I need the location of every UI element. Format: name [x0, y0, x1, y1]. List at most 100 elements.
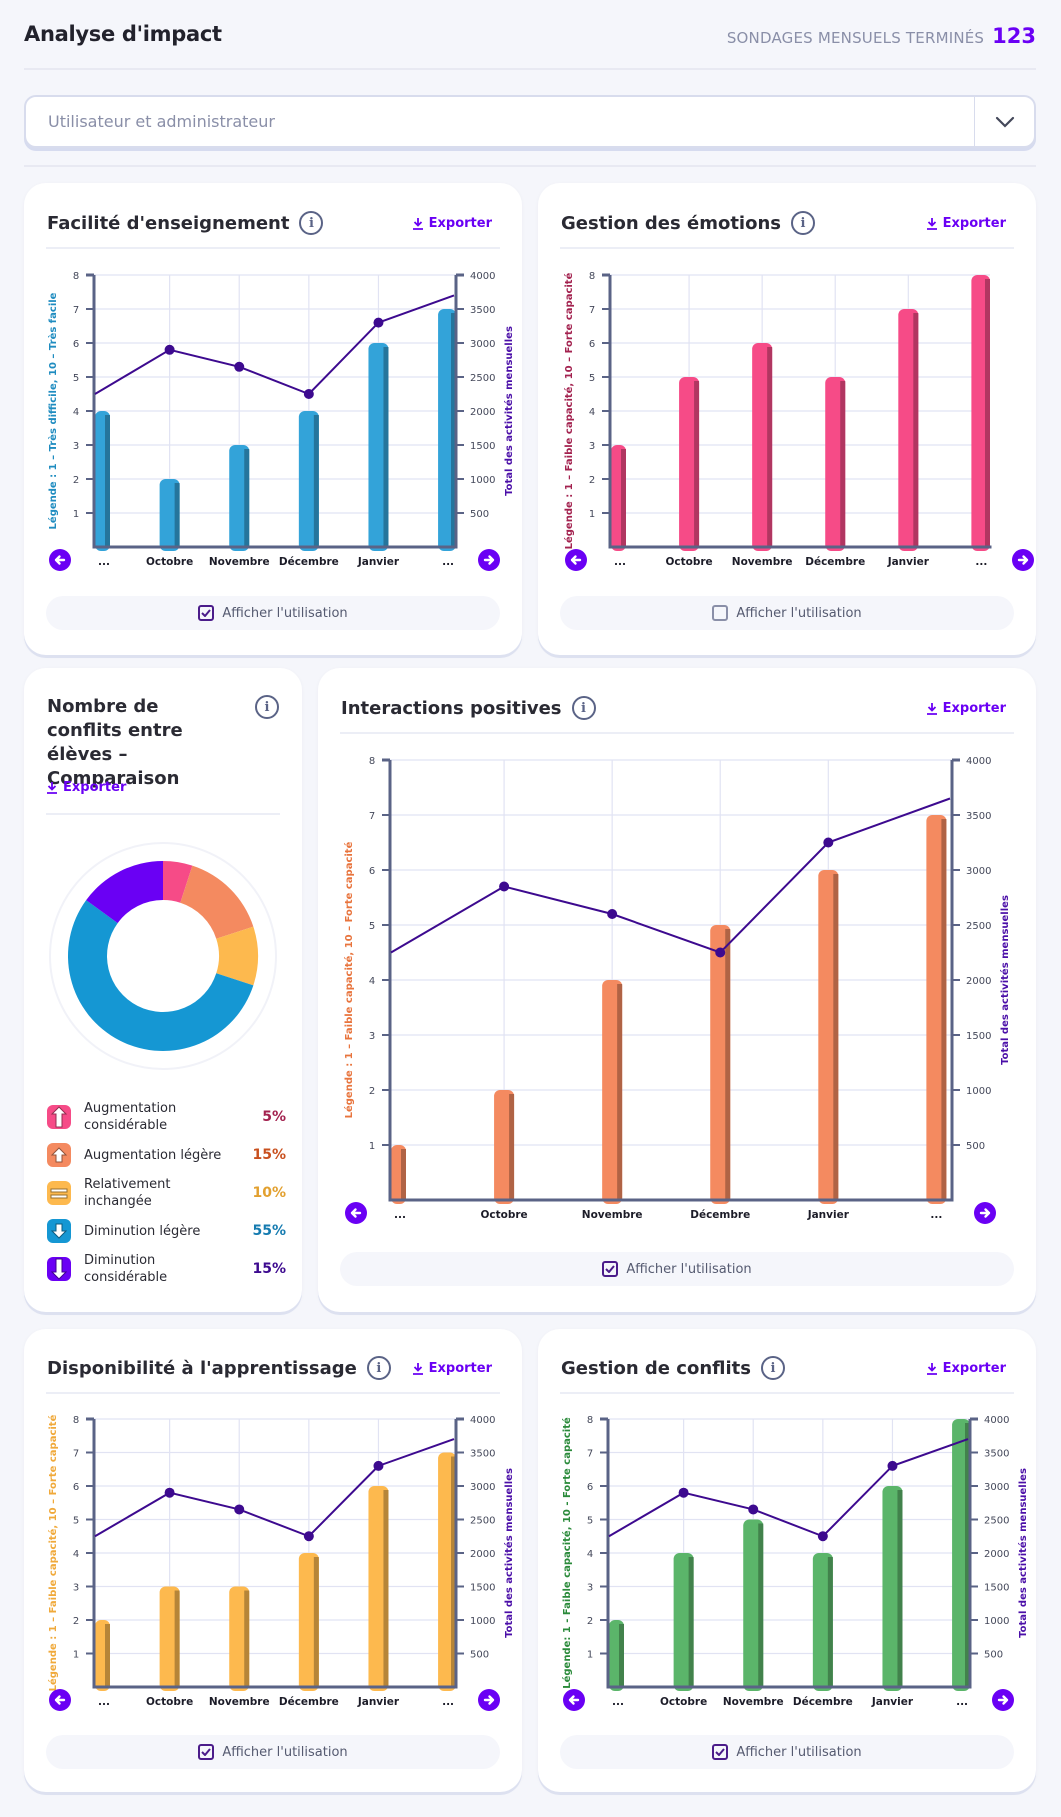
y2-tick-label: 4000 [470, 1415, 495, 1426]
bar[interactable] [391, 1145, 406, 1204]
activity-point[interactable] [499, 881, 510, 892]
y-tick-label: 6 [587, 1482, 593, 1493]
conflicts-comparison-card: Nombre de conflits entre élèves – Compar… [24, 668, 302, 1312]
bar[interactable] [95, 1620, 110, 1691]
activity-point[interactable] [164, 344, 175, 355]
next-period-button[interactable] [478, 549, 500, 571]
activity-point[interactable] [234, 361, 245, 372]
y2-tick-label: 3500 [470, 305, 495, 316]
bar[interactable] [926, 815, 947, 1204]
donut-slice[interactable] [180, 865, 254, 939]
show-usage-toggle[interactable]: Afficher l'utilisation [46, 1735, 500, 1769]
checkbox-checked[interactable] [712, 1744, 729, 1760]
prev-period-button[interactable] [345, 1202, 367, 1224]
bar[interactable] [609, 1620, 624, 1691]
checkbox-unchecked[interactable] [712, 605, 729, 621]
activity-point[interactable] [887, 1460, 898, 1471]
user-filter-select[interactable]: Utilisateur et administrateur [24, 95, 1036, 148]
activity-point[interactable] [748, 1504, 759, 1515]
activity-point[interactable] [607, 909, 618, 919]
bar[interactable] [368, 343, 389, 551]
show-usage-toggle[interactable]: Afficher l'utilisation [560, 596, 1014, 630]
export-button[interactable]: Exporter [412, 216, 492, 231]
activity-point[interactable] [715, 947, 726, 958]
show-usage-label: Afficher l'utilisation [222, 605, 348, 621]
card-divider [46, 1392, 500, 1394]
bar[interactable] [743, 1519, 764, 1692]
bar[interactable] [679, 377, 700, 551]
bar[interactable] [812, 1553, 833, 1691]
show-usage-toggle[interactable]: Afficher l'utilisation [340, 1252, 1014, 1286]
card-divider [46, 813, 280, 815]
export-button[interactable]: Exporter [46, 780, 126, 795]
bar[interactable] [673, 1553, 694, 1691]
activity-point[interactable] [164, 1487, 175, 1498]
activity-point[interactable] [373, 1460, 384, 1471]
next-period-button[interactable] [1012, 549, 1034, 571]
legend-value: 15% [252, 1147, 286, 1163]
activity-point[interactable] [303, 389, 314, 399]
user-filter-toggle[interactable] [974, 97, 1034, 146]
activity-point[interactable] [817, 1531, 828, 1542]
bar[interactable] [818, 870, 839, 1204]
y-tick-label: 1 [369, 1141, 375, 1152]
next-period-button[interactable] [974, 1202, 996, 1224]
bar[interactable] [952, 1419, 970, 1691]
info-icon[interactable]: i [366, 1356, 391, 1380]
checkbox-checked[interactable] [602, 1261, 619, 1277]
bar[interactable] [882, 1486, 903, 1691]
next-period-button[interactable] [478, 1689, 500, 1711]
bar[interactable] [971, 275, 990, 551]
next-period-button[interactable] [992, 1689, 1014, 1711]
info-icon[interactable]: i [791, 211, 815, 235]
activity-point[interactable] [234, 1504, 245, 1515]
donut-slice[interactable] [216, 926, 258, 986]
legend-value: 10% [252, 1185, 286, 1201]
donut-slice[interactable] [68, 900, 254, 1051]
show-usage-toggle[interactable]: Afficher l'utilisation [560, 1735, 1014, 1769]
y-tick-label: 4 [589, 407, 595, 418]
y2-tick-label: 3500 [966, 811, 991, 822]
info-icon[interactable]: i [571, 696, 596, 720]
export-button[interactable]: Exporter [926, 701, 1006, 716]
prev-period-button[interactable] [565, 549, 587, 571]
bar[interactable] [602, 980, 623, 1204]
bar[interactable] [752, 343, 773, 551]
bar[interactable] [438, 309, 456, 551]
legend-label: Diminution légère [84, 1223, 201, 1239]
bar[interactable] [298, 411, 319, 551]
bar[interactable] [825, 377, 846, 551]
export-button[interactable]: Exporter [926, 216, 1006, 231]
bar[interactable] [710, 925, 731, 1204]
activity-point[interactable] [823, 837, 834, 848]
prev-period-button[interactable] [49, 549, 71, 571]
bar[interactable] [159, 1586, 180, 1692]
bar[interactable] [368, 1486, 389, 1691]
export-button[interactable]: Exporter [412, 1361, 492, 1376]
activity-point[interactable] [303, 1531, 314, 1542]
bar[interactable] [229, 1586, 250, 1692]
info-icon[interactable]: i [255, 695, 279, 719]
bar[interactable] [159, 479, 180, 551]
info-icon[interactable]: i [760, 1356, 785, 1380]
y-tick-label: 5 [589, 373, 595, 384]
bar[interactable] [898, 309, 919, 551]
bar[interactable] [229, 445, 250, 551]
export-button[interactable]: Exporter [926, 1361, 1006, 1376]
activity-point[interactable] [678, 1487, 689, 1498]
y-tick-label: 7 [73, 305, 79, 316]
donut-slice[interactable] [163, 861, 193, 903]
bar[interactable] [298, 1553, 319, 1691]
bar[interactable] [438, 1452, 456, 1692]
prev-period-button[interactable] [49, 1689, 71, 1711]
donut-slice[interactable] [86, 861, 163, 924]
checkbox-checked[interactable] [198, 605, 215, 621]
bar[interactable] [611, 445, 626, 551]
prev-period-button[interactable] [563, 1689, 585, 1711]
checkbox-checked[interactable] [198, 1744, 215, 1760]
info-icon[interactable]: i [299, 211, 324, 235]
activity-point[interactable] [373, 317, 384, 328]
bar[interactable] [494, 1090, 515, 1204]
bar[interactable] [95, 411, 110, 551]
show-usage-toggle[interactable]: Afficher l'utilisation [46, 596, 500, 630]
